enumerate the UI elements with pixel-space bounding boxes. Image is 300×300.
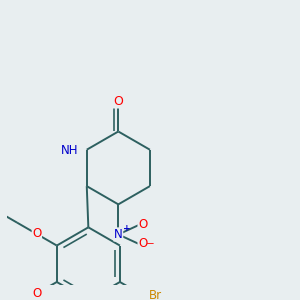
Text: O: O [32, 226, 41, 239]
Text: Br: Br [149, 289, 162, 300]
Text: O: O [138, 238, 147, 250]
Text: O: O [32, 287, 41, 300]
Text: −: − [146, 239, 155, 249]
Text: +: + [123, 224, 131, 233]
Text: O: O [113, 95, 123, 108]
Text: O: O [138, 218, 147, 232]
Text: NH: NH [61, 145, 79, 158]
Text: N: N [114, 228, 123, 241]
